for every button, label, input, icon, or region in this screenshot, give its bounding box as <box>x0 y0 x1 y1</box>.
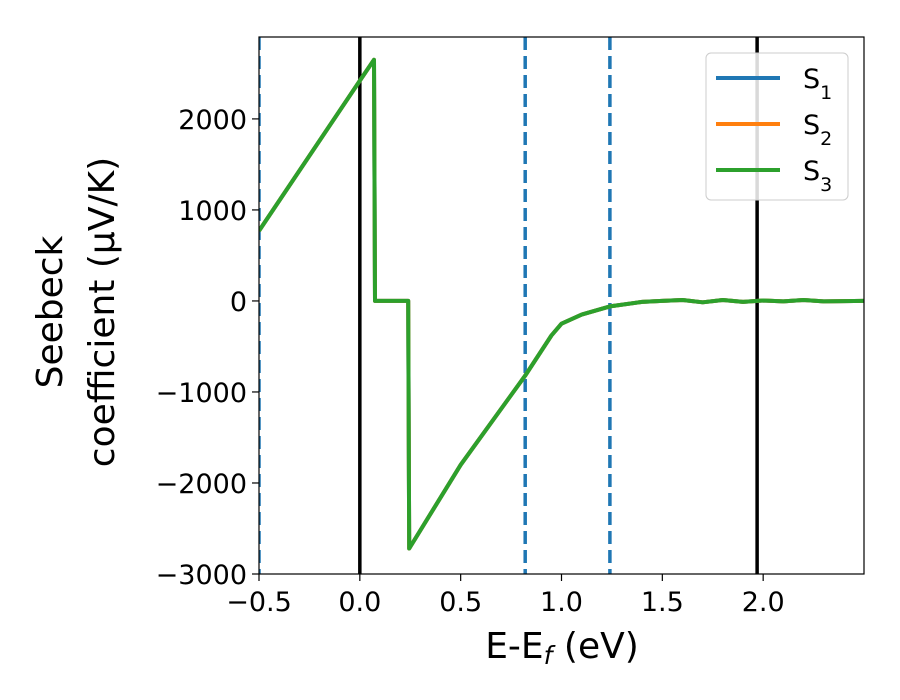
x-tick-label: −0.5 <box>226 587 292 618</box>
y-tick-label: −3000 <box>156 560 247 591</box>
legend: S1 S2 S3 <box>705 52 849 201</box>
y-tick-label: −2000 <box>156 469 247 500</box>
x-tick-label: 0.5 <box>439 587 482 618</box>
x-tick-label: 0.0 <box>338 587 381 618</box>
y-axis-title: Seebeck coefficient (μV/K) <box>30 157 123 467</box>
y-axis-ticks: −3000 −2000 −1000 0 1000 2000 <box>156 105 259 591</box>
y-axis-title-line1: Seebeck <box>30 235 71 388</box>
y-tick-label: 1000 <box>178 196 247 227</box>
legend-label-1: S1 <box>803 64 832 104</box>
x-axis-title: E-Ef (eV) <box>485 626 639 670</box>
y-tick-label: 0 <box>230 287 247 318</box>
legend-frame <box>705 52 849 201</box>
y-axis-title-line2: coefficient (μV/K) <box>82 157 123 467</box>
series-line-3 <box>259 57 864 551</box>
y-tick-label: −1000 <box>156 378 247 409</box>
x-axis-ticks: −0.5 0.0 0.5 1.0 1.5 2.0 <box>226 574 785 618</box>
x-tick-label: 1.5 <box>641 587 684 618</box>
legend-label-2: S2 <box>803 110 832 150</box>
x-tick-label: 1.0 <box>540 587 583 618</box>
legend-label-3: S3 <box>803 156 832 196</box>
series-layer <box>259 57 864 551</box>
y-tick-label: 2000 <box>178 105 247 136</box>
x-tick-label: 2.0 <box>742 587 785 618</box>
